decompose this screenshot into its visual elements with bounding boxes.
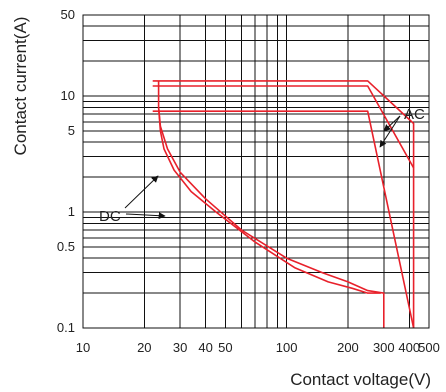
- y-axis-title: Contact current(A): [11, 17, 30, 156]
- y-tick-label: 0.5: [57, 239, 75, 254]
- x-tick-label: 10: [76, 340, 90, 355]
- x-tick-label: 200: [337, 340, 359, 355]
- series-line-dc: [157, 80, 385, 328]
- x-axis-title: Contact voltage(V): [290, 370, 431, 389]
- annotation-arrow: [125, 212, 166, 220]
- series-line-ac: [152, 80, 415, 328]
- annotation-arrow: [379, 115, 401, 148]
- annotation-ac-label: AC: [404, 106, 425, 123]
- y-tick-label: 5: [68, 123, 75, 138]
- y-tick-label: 0.1: [57, 320, 75, 335]
- y-tick-label: 50: [61, 7, 75, 22]
- chart-series: [152, 80, 415, 329]
- x-tick-label: 400: [398, 340, 420, 355]
- chart-annotations: AC DC: [99, 106, 425, 225]
- x-tick-label: 30: [173, 340, 187, 355]
- x-tick-label: 50: [218, 340, 232, 355]
- x-tick-label: 300: [373, 340, 395, 355]
- annotation-arrow: [383, 115, 401, 132]
- y-tick-label: 10: [61, 88, 75, 103]
- x-tick-label: 500: [418, 340, 440, 355]
- series-line-ac: [152, 110, 415, 329]
- plot-frame: [82, 14, 430, 329]
- series-line-dc: [157, 107, 381, 294]
- x-tick-label: 40: [198, 340, 212, 355]
- y-tick-label: 1: [68, 204, 75, 219]
- y-tick-labels: 0.1 0.5 1 5 10 50: [57, 7, 75, 335]
- series-line-ac: [152, 85, 415, 169]
- x-tick-label: 100: [276, 340, 298, 355]
- annotation-dc-label: DC: [99, 208, 121, 225]
- x-tick-label: 20: [137, 340, 151, 355]
- chart-grid: [82, 14, 430, 329]
- annotation-arrow: [124, 175, 159, 209]
